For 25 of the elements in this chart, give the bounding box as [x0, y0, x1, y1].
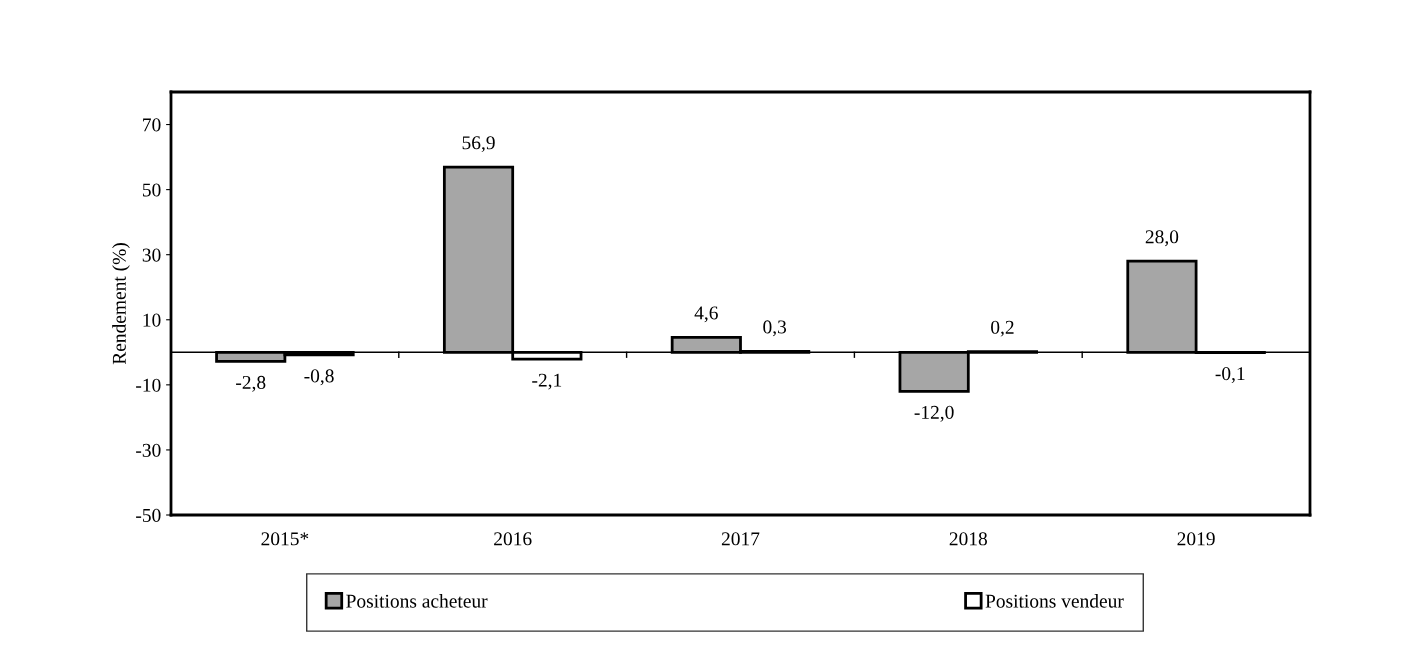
legend-label: Positions vendeur: [985, 594, 1124, 608]
data-label: -2,1: [532, 373, 562, 390]
data-label: 56,9: [462, 136, 495, 153]
x-tick-label: 2016: [494, 532, 532, 546]
x-tick-label: 2018: [949, 532, 987, 546]
data-label: 4,6: [694, 306, 718, 323]
y-tick-label: 10: [143, 313, 161, 327]
data-label: 0,2: [991, 320, 1014, 337]
x-tick-label: 2019: [1177, 532, 1215, 546]
y-axis-title: Rendement (%): [112, 243, 130, 365]
data-label: -0,8: [304, 369, 334, 386]
data-label: -2,8: [236, 375, 266, 392]
data-label: 0,3: [763, 320, 787, 337]
legend-label: Positions acheteur: [346, 594, 488, 608]
y-tick-label: -10: [136, 378, 161, 392]
data-label: -0,1: [1215, 367, 1245, 383]
data-label: -12,0: [914, 405, 954, 422]
y-tick-label: 70: [143, 118, 161, 132]
y-tick-label: -30: [136, 443, 161, 457]
data-label: 28,0: [1145, 230, 1179, 247]
x-tick-label: 2017: [721, 532, 760, 546]
y-tick-label: -50: [136, 508, 161, 522]
y-tick-label: 30: [142, 248, 161, 262]
x-tick-label: 2015*: [261, 532, 309, 546]
y-tick-label: 50: [142, 183, 161, 197]
